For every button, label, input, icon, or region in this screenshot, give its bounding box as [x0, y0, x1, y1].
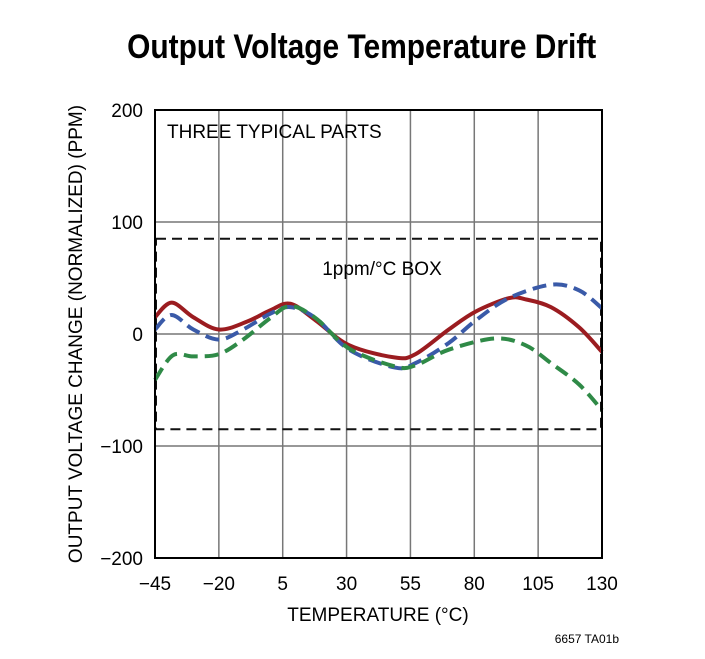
series-line-3 [153, 304, 604, 412]
x-tick-label: 30 [336, 574, 357, 595]
y-tick-label: 0 [132, 325, 143, 346]
x-tick-label: 5 [277, 574, 288, 595]
x-tick-label: 105 [522, 574, 554, 595]
x-axis-label: TEMPERATURE (°C) [287, 605, 468, 626]
y-tick-label: 200 [111, 101, 143, 122]
y-tick-label: −200 [100, 549, 143, 570]
chart-title: Output Voltage Temperature Drift [127, 27, 597, 65]
series-line-2 [153, 282, 604, 371]
annotation-box: 1ppm/°C BOX [322, 259, 442, 280]
plot-frame [154, 109, 603, 559]
x-tick-label: −45 [139, 574, 171, 595]
series-line-1 [153, 295, 604, 361]
x-tick-label: 55 [400, 574, 421, 595]
x-tick-label: 80 [464, 574, 485, 595]
y-axis-label: OUTPUT VOLTAGE CHANGE (NORMALIZED) (PPM) [66, 105, 87, 563]
y-tick-label: 100 [111, 213, 143, 234]
x-tick-label: 130 [586, 574, 618, 595]
figure-id: 6657 TA01b [555, 632, 620, 646]
y-tick-label: −100 [100, 437, 143, 458]
x-tick-label: −20 [203, 574, 235, 595]
annotation-parts: THREE TYPICAL PARTS [167, 122, 382, 143]
